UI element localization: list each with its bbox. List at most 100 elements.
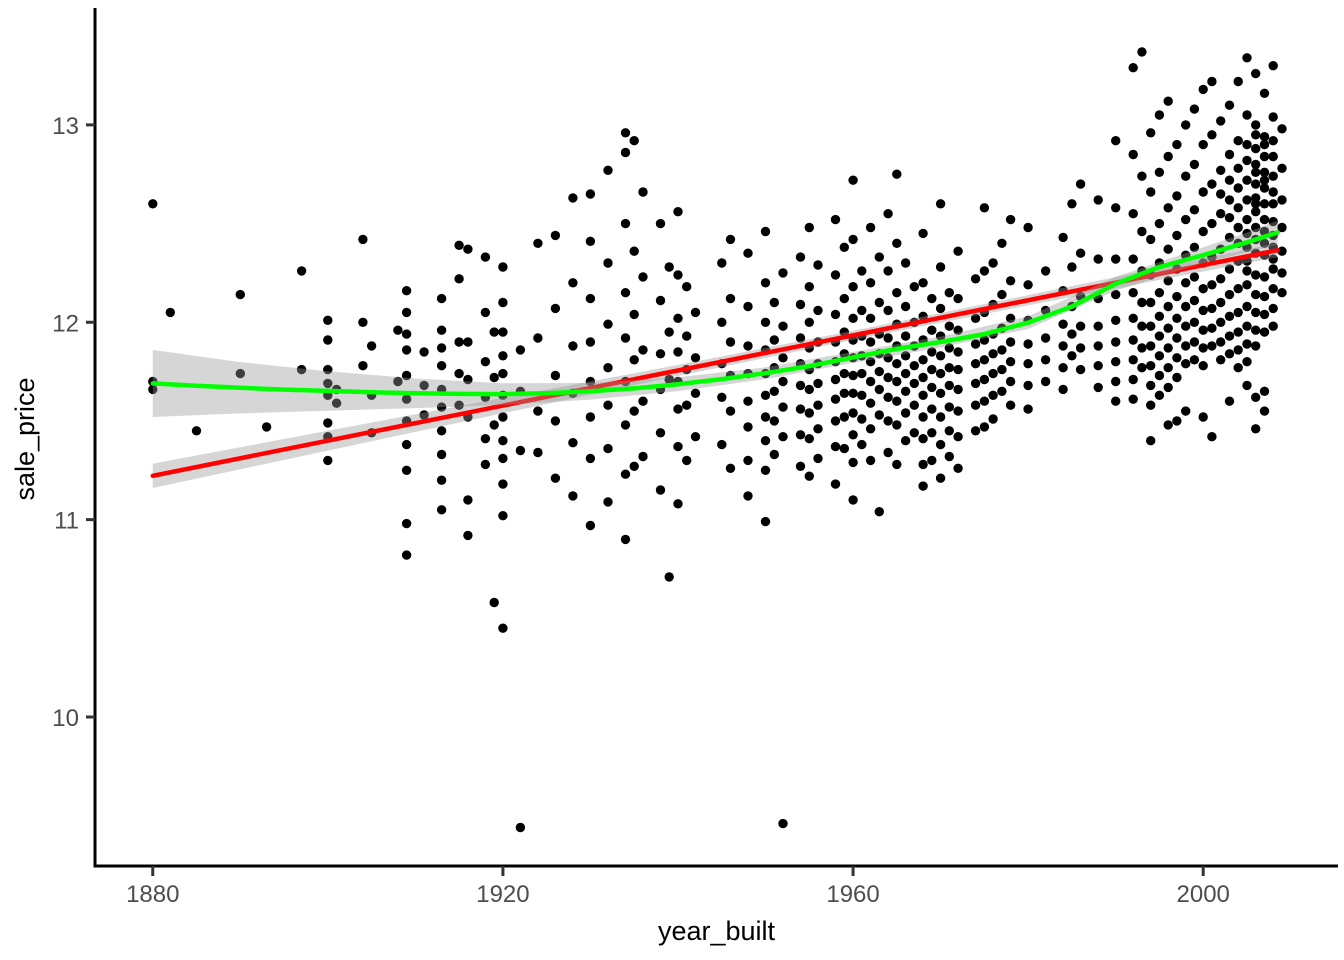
data-point bbox=[148, 199, 158, 209]
data-point bbox=[533, 447, 543, 458]
data-point bbox=[979, 422, 990, 432]
data-point bbox=[480, 459, 491, 470]
data-point bbox=[988, 349, 998, 359]
data-point bbox=[760, 516, 771, 527]
data-point bbox=[1172, 353, 1182, 363]
y-axis: 10 11 12 13 bbox=[52, 113, 95, 732]
data-point bbox=[1093, 341, 1103, 351]
data-point bbox=[568, 491, 578, 501]
data-point bbox=[1146, 361, 1156, 371]
data-point bbox=[1146, 128, 1156, 138]
data-point bbox=[830, 479, 841, 489]
data-point bbox=[874, 252, 884, 262]
data-point bbox=[1005, 400, 1016, 410]
data-point bbox=[1189, 104, 1200, 114]
data-point bbox=[935, 439, 946, 450]
data-point bbox=[1154, 110, 1165, 120]
data-point bbox=[813, 400, 823, 410]
data-point bbox=[1023, 280, 1033, 290]
data-point bbox=[366, 341, 377, 351]
data-point bbox=[935, 303, 946, 314]
data-point bbox=[323, 378, 333, 389]
data-point bbox=[1233, 203, 1243, 213]
data-point bbox=[725, 463, 736, 473]
data-point bbox=[883, 266, 893, 276]
data-point bbox=[533, 333, 543, 343]
data-point bbox=[874, 507, 884, 517]
data-point bbox=[725, 293, 736, 304]
data-point bbox=[1172, 416, 1182, 426]
data-point bbox=[874, 410, 884, 420]
data-point bbox=[296, 364, 307, 375]
data-point bbox=[1067, 351, 1077, 361]
data-point bbox=[1058, 232, 1068, 243]
data-point bbox=[839, 368, 849, 379]
data-point bbox=[997, 289, 1007, 300]
data-point bbox=[1268, 284, 1278, 294]
data-point bbox=[235, 289, 245, 300]
data-point bbox=[874, 297, 884, 308]
data-point bbox=[1163, 363, 1173, 373]
data-point bbox=[1128, 62, 1138, 73]
data-point bbox=[1216, 355, 1226, 365]
data-point bbox=[1163, 244, 1173, 254]
data-point bbox=[1163, 323, 1173, 333]
data-point bbox=[664, 262, 674, 272]
data-point bbox=[839, 242, 849, 252]
data-point bbox=[1233, 183, 1243, 193]
data-point bbox=[515, 445, 526, 456]
data-point bbox=[717, 317, 727, 327]
data-point bbox=[401, 370, 412, 381]
data-point bbox=[1242, 139, 1252, 150]
data-point bbox=[944, 451, 954, 462]
data-point bbox=[568, 278, 578, 288]
data-point bbox=[1198, 226, 1208, 237]
data-point bbox=[760, 465, 771, 475]
data-point bbox=[533, 406, 543, 416]
data-point bbox=[498, 297, 508, 308]
data-point bbox=[655, 485, 666, 495]
data-point bbox=[1216, 209, 1226, 219]
data-point bbox=[1146, 321, 1156, 331]
data-point bbox=[261, 422, 272, 432]
data-point bbox=[1224, 195, 1235, 205]
data-point bbox=[1277, 222, 1287, 233]
data-point bbox=[436, 426, 447, 436]
y-tick-label: 11 bbox=[54, 508, 79, 535]
data-point bbox=[804, 434, 814, 444]
data-point bbox=[1075, 364, 1086, 375]
data-point bbox=[1154, 311, 1165, 321]
data-point bbox=[148, 384, 158, 395]
data-point bbox=[498, 368, 508, 379]
data-point bbox=[620, 469, 631, 479]
data-point bbox=[830, 214, 841, 225]
data-point bbox=[585, 520, 596, 531]
data-point bbox=[1259, 175, 1270, 185]
data-point bbox=[743, 396, 753, 406]
data-point bbox=[1224, 264, 1235, 274]
data-point bbox=[848, 388, 858, 398]
data-point bbox=[900, 368, 911, 379]
data-point bbox=[857, 439, 867, 450]
data-point bbox=[1251, 289, 1261, 300]
data-point bbox=[463, 495, 473, 505]
data-point bbox=[480, 434, 491, 444]
data-point bbox=[1233, 345, 1243, 355]
data-point bbox=[883, 416, 893, 426]
data-point bbox=[892, 169, 902, 179]
data-point bbox=[769, 297, 779, 308]
axis-lines bbox=[93, 8, 1338, 868]
data-point bbox=[1023, 339, 1033, 349]
data-point bbox=[927, 455, 937, 466]
data-point bbox=[585, 376, 596, 387]
data-point bbox=[1128, 355, 1138, 365]
data-point bbox=[1154, 370, 1165, 381]
data-point bbox=[1216, 116, 1226, 126]
data-point bbox=[568, 341, 578, 351]
data-point bbox=[804, 282, 814, 292]
data-point bbox=[1128, 313, 1138, 323]
data-point bbox=[1146, 297, 1156, 308]
data-point bbox=[1268, 136, 1278, 146]
data-point bbox=[830, 270, 841, 280]
data-point bbox=[760, 390, 771, 400]
